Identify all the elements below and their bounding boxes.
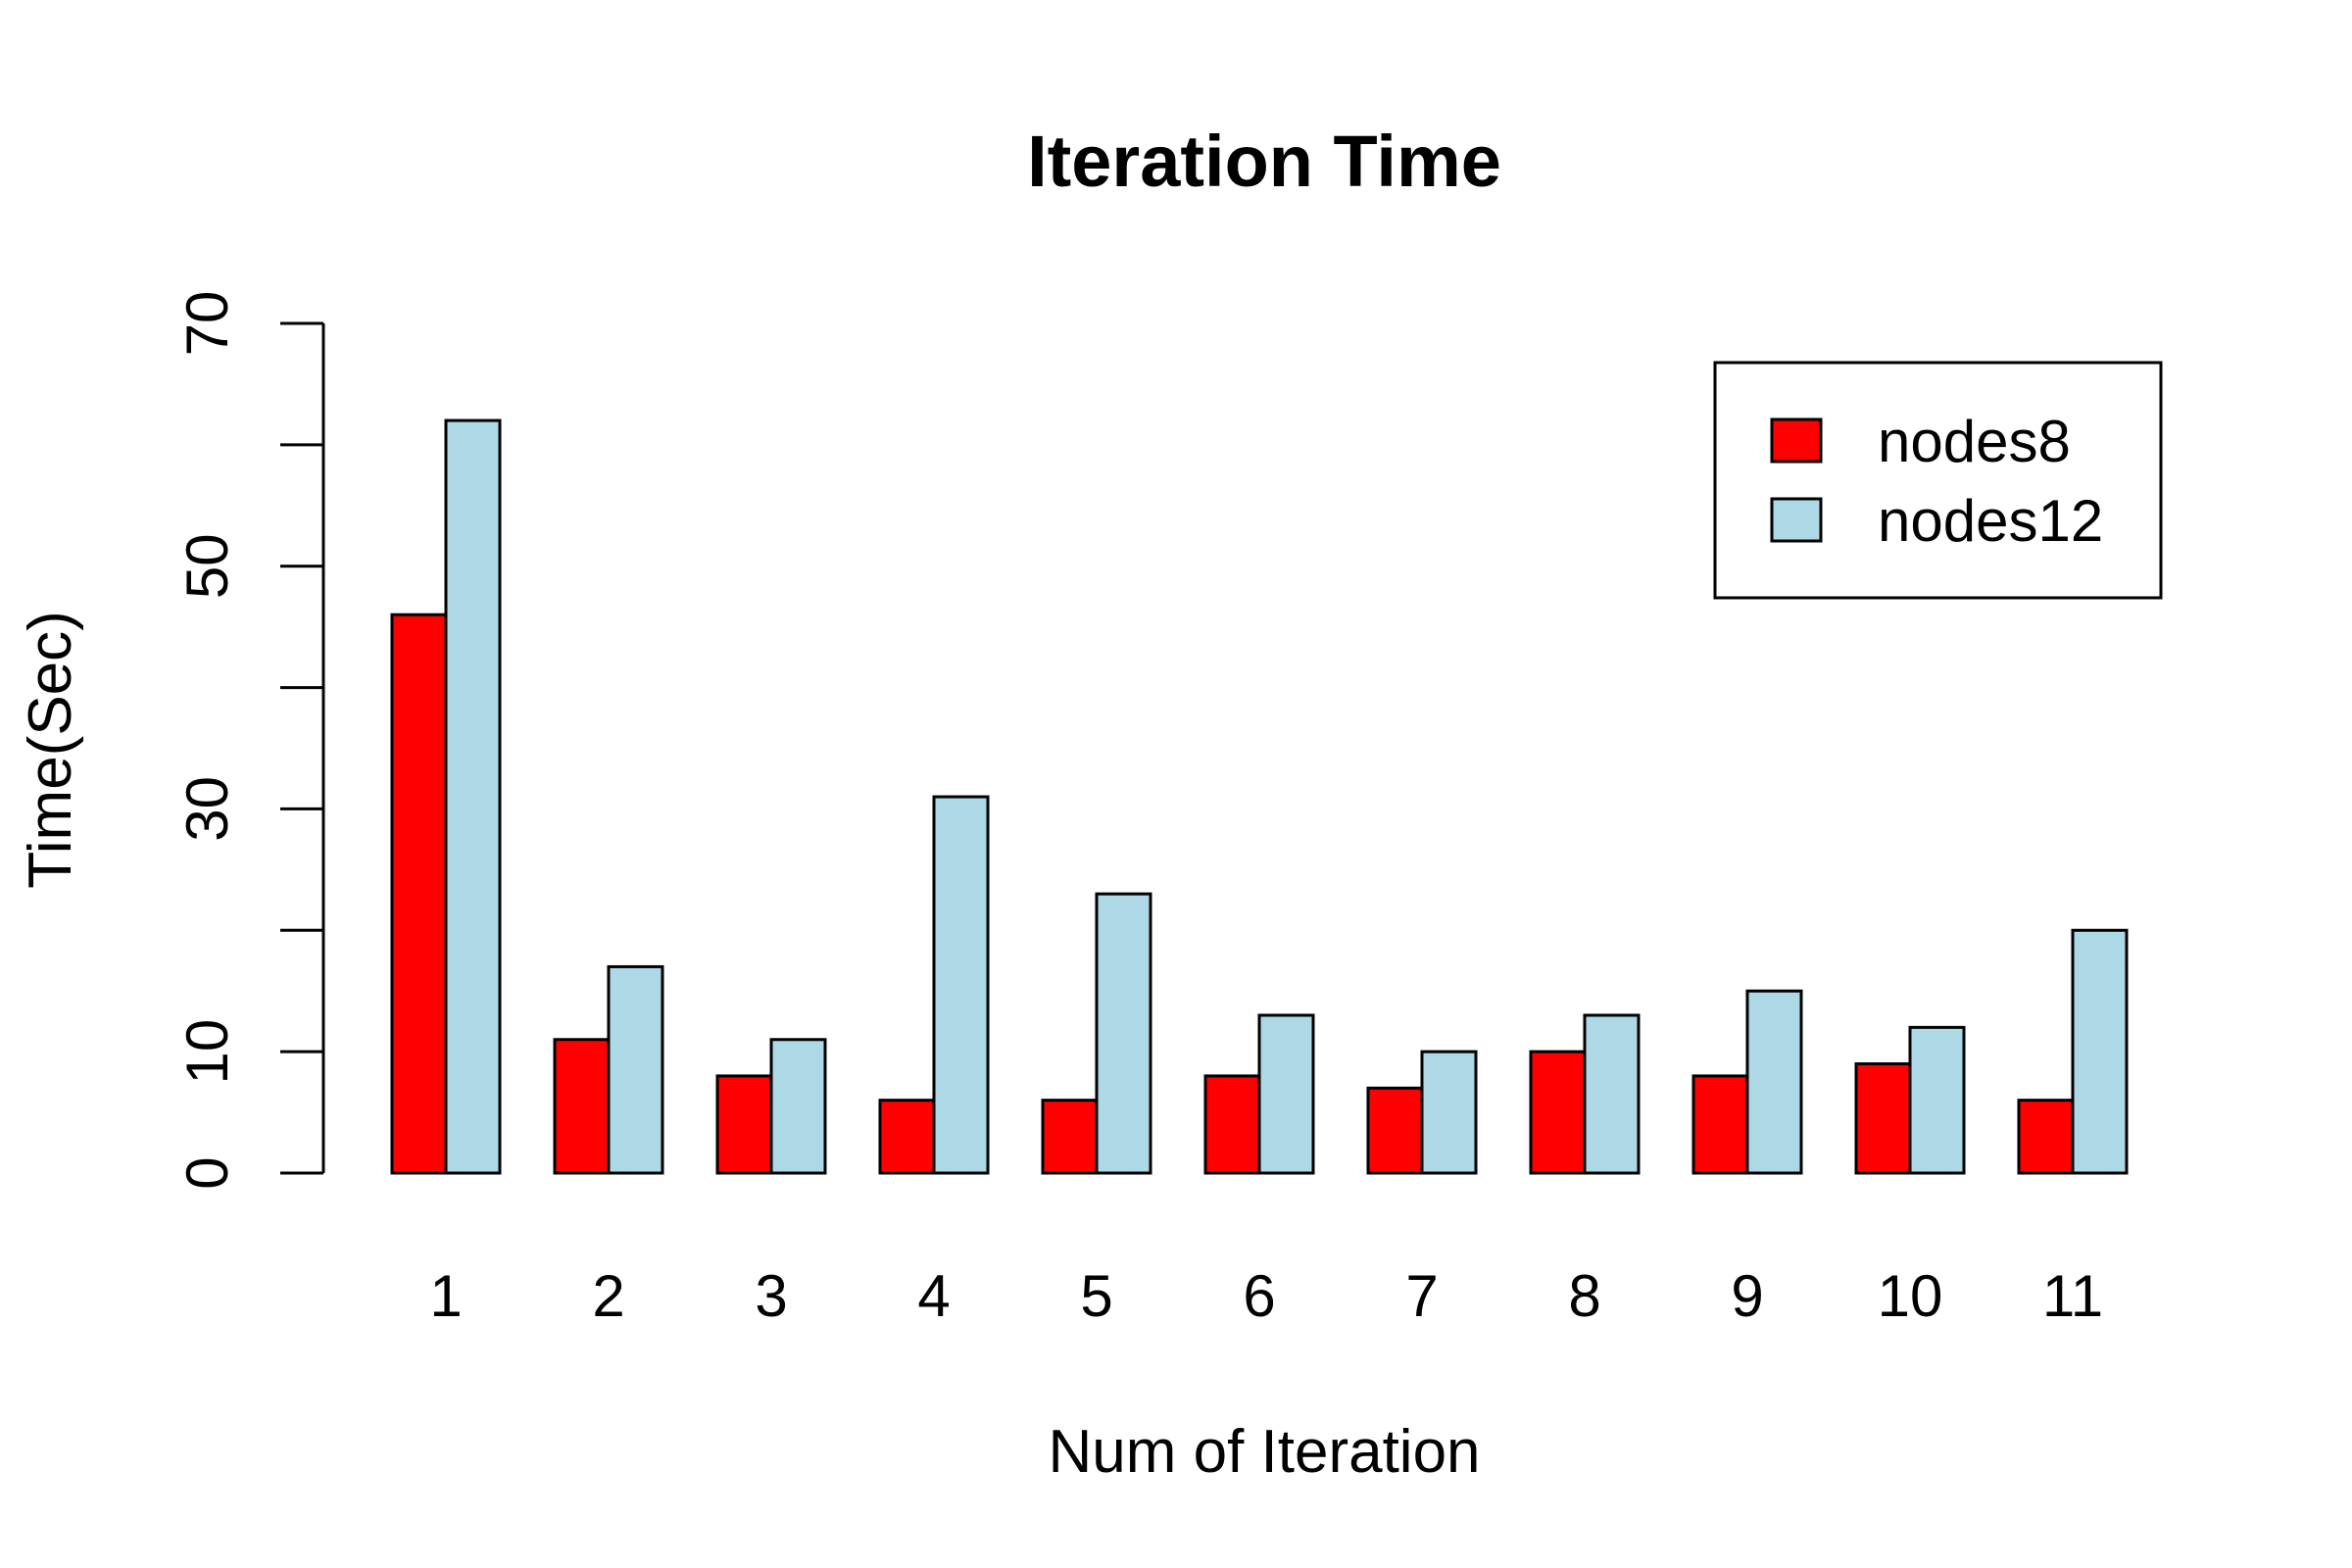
- legend-label-nodes8: nodes8: [1878, 409, 2071, 474]
- bar-nodes8-10: [1854, 1062, 1912, 1175]
- x-tick-label: 4: [917, 1263, 950, 1329]
- bar-nodes8-8: [1529, 1050, 1587, 1175]
- bar-nodes12-1: [444, 418, 502, 1175]
- y-tick-label: 50: [174, 533, 240, 599]
- bar-nodes8-6: [1203, 1074, 1261, 1175]
- y-tick-label: 70: [174, 291, 240, 357]
- x-tick-label: 8: [1568, 1263, 1600, 1329]
- bar-nodes8-11: [2017, 1099, 2075, 1175]
- legend-label-nodes12: nodes12: [1878, 488, 2103, 554]
- legend-swatch-nodes12: [1770, 497, 1823, 543]
- y-tick-label: 30: [174, 776, 240, 842]
- bar-nodes12-5: [1095, 892, 1152, 1175]
- bar-nodes8-5: [1041, 1099, 1099, 1175]
- bar-nodes12-6: [1257, 1013, 1315, 1175]
- x-tick-label: 9: [1731, 1263, 1763, 1329]
- x-tick-label: 10: [1878, 1263, 1943, 1329]
- bar-nodes12-9: [1745, 989, 1803, 1175]
- x-tick-label: 6: [1243, 1263, 1275, 1329]
- y-tick-label: 0: [174, 1156, 240, 1189]
- bar-nodes12-10: [1908, 1025, 1966, 1175]
- bar-nodes8-4: [878, 1099, 936, 1175]
- x-tick-labels: 1 2 3 4 5 6 7 8 9 10 11: [429, 1263, 2103, 1329]
- bar-nodes8-3: [715, 1074, 773, 1175]
- bar-nodes12-7: [1420, 1050, 1478, 1175]
- bar-nodes8-9: [1691, 1074, 1749, 1175]
- x-tick-label: 5: [1080, 1263, 1112, 1329]
- x-tick-label: 11: [2042, 1263, 2103, 1329]
- x-tick-label: 3: [755, 1263, 787, 1329]
- bar-nodes12-2: [607, 964, 664, 1175]
- bar-nodes8-2: [553, 1038, 611, 1175]
- bar-nodes12-8: [1583, 1013, 1641, 1175]
- legend-box: [1713, 361, 2163, 600]
- y-tick-label: 10: [174, 1019, 240, 1085]
- bar-nodes8-7: [1366, 1086, 1424, 1175]
- bar-nodes8-1: [390, 612, 448, 1175]
- x-tick-label: 7: [1405, 1263, 1438, 1329]
- x-tick-label: 2: [592, 1263, 624, 1329]
- bar-nodes12-4: [932, 795, 990, 1175]
- bars-group: [390, 418, 2129, 1175]
- legend: nodes8 nodes12: [1713, 361, 2163, 600]
- legend-swatch-nodes8: [1770, 417, 1823, 464]
- x-axis-label: Num of Iteration: [1048, 1418, 1480, 1486]
- y-axis: 0 10 30 50 70: [174, 291, 325, 1190]
- x-tick-label: 1: [429, 1263, 462, 1329]
- chart-title: Iteration Time: [1027, 121, 1501, 202]
- y-axis-label: Time(Sec): [17, 611, 84, 889]
- bar-nodes12-11: [2071, 928, 2129, 1175]
- bar-nodes12-3: [769, 1038, 827, 1175]
